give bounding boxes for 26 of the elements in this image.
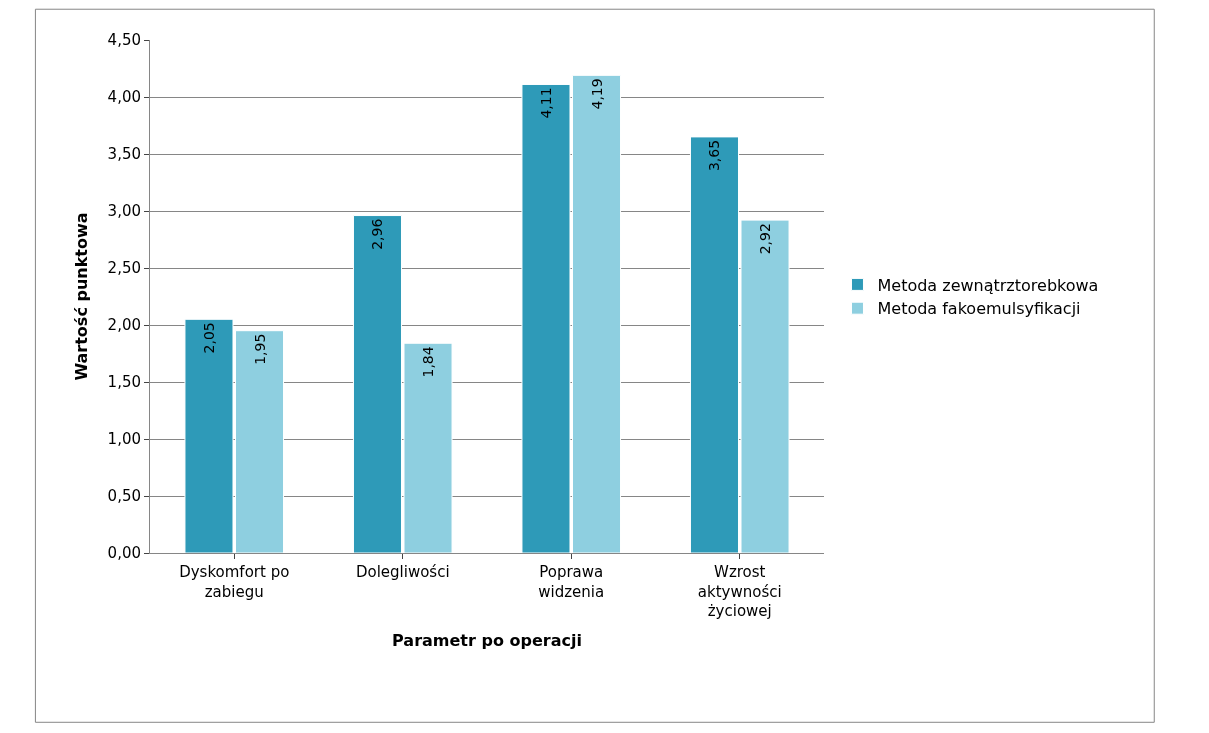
- y-tick-label: 4,00: [107, 88, 141, 107]
- y-tick-label: 2,00: [107, 316, 141, 335]
- y-tick-label: 1,50: [107, 373, 141, 392]
- legend-label: Metoda zewnątrztorebkowa: [877, 275, 1099, 295]
- y-tick-label: 4,50: [107, 31, 141, 50]
- x-tick-label: Dyskomfort po zabiegu: [179, 563, 290, 601]
- data-label: 2,96: [369, 218, 386, 250]
- y-axis-title: Wartość punktowa: [72, 212, 92, 381]
- y-tick-label: 2,50: [107, 259, 141, 278]
- y-tick-label: 1,00: [107, 430, 141, 449]
- x-tick-label: Poprawa widzenia: [538, 563, 605, 601]
- data-label: 2,05: [200, 322, 217, 354]
- data-label: 4,11: [537, 87, 554, 119]
- data-label: 2,92: [757, 223, 774, 255]
- x-tick-label: Dolegliwości: [355, 563, 450, 581]
- data-label: 3,65: [706, 139, 723, 172]
- data-label: 4,19: [588, 78, 605, 110]
- y-tick-label: 3,00: [107, 202, 141, 221]
- y-tick-label: 0,00: [107, 544, 141, 563]
- data-label: 1,84: [420, 346, 437, 378]
- data-label: 1,95: [251, 333, 268, 365]
- x-axis-title: Parametr po operacji: [392, 630, 582, 650]
- y-tick-label: 0,50: [107, 487, 141, 506]
- y-tick-label: 3,50: [107, 145, 141, 164]
- legend-label: Metoda fakoemulsyfikacji: [877, 299, 1081, 319]
- x-tick-label: Wzrost aktywności życiowej: [697, 563, 782, 620]
